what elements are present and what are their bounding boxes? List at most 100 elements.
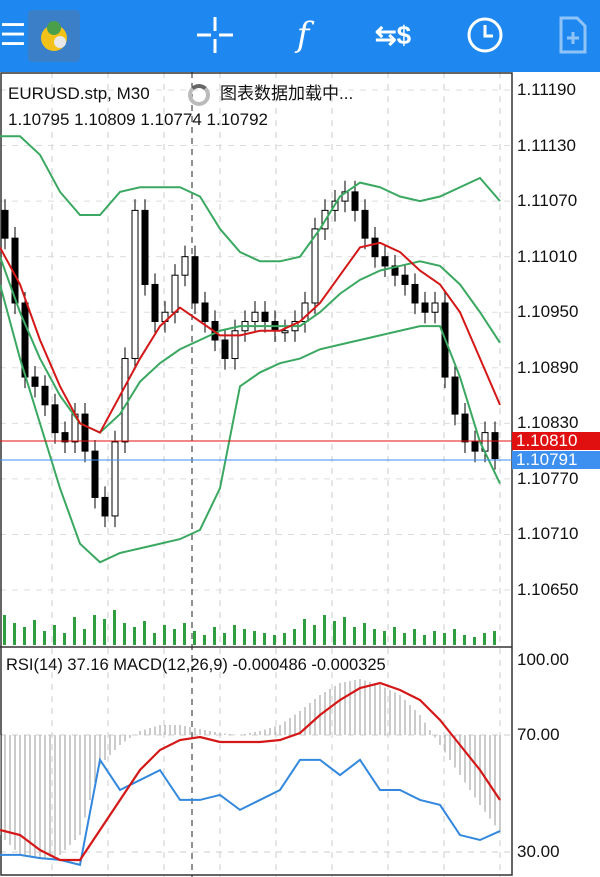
volume-bar: [63, 633, 66, 645]
candle-bear: [81, 413, 89, 452]
new-order-icon[interactable]: [548, 10, 598, 60]
volume-bar: [153, 633, 156, 645]
candle-bull: [171, 274, 179, 313]
candle-bull: [251, 311, 259, 323]
candle-bear: [61, 432, 69, 443]
candle-bear: [101, 496, 109, 517]
volume-bar: [453, 629, 456, 645]
volume-bar: [183, 623, 186, 645]
price-axis-label: 1.11130: [517, 135, 576, 155]
volume-bar: [23, 627, 26, 645]
rsi-line: [0, 757, 501, 867]
volume-bar: [323, 615, 326, 645]
volume-bar: [73, 617, 76, 645]
ohlc-values: 1.10795 1.10809 1.10774 1.10792: [8, 110, 268, 129]
price-axis-label: 1.10710: [517, 524, 579, 544]
candle-bear: [31, 376, 39, 387]
bollinger-upper-line: [0, 135, 501, 263]
candle-bear: [401, 274, 409, 285]
volume-bar: [133, 627, 136, 645]
macd-signal-line: [0, 681, 501, 862]
volume-bar: [293, 629, 296, 645]
price-axis-label: 1.10950: [517, 302, 579, 322]
chart-canvas[interactable]: [0, 72, 600, 877]
menu-icon[interactable]: ☰: [0, 18, 27, 52]
trade-icon[interactable]: ⇆$: [374, 19, 412, 50]
candle-bear: [491, 432, 499, 460]
volume-bar: [83, 629, 86, 645]
candle-bull: [311, 228, 319, 304]
candle-bear: [361, 209, 369, 239]
price-axis-label: 1.11190: [517, 80, 576, 99]
price-axis-label: 1.11010: [517, 246, 578, 266]
volume-bar: [193, 631, 196, 645]
osc-level-30: 30.00: [517, 842, 560, 861]
volume-bar: [143, 621, 146, 645]
volume-bar: [43, 631, 46, 645]
candle-bear: [221, 339, 229, 360]
loading-spinner-icon: [188, 84, 210, 106]
candle-bear: [191, 256, 199, 304]
volume-bar: [3, 615, 6, 645]
volume-bar: [33, 620, 36, 645]
candle-bear: [461, 413, 469, 443]
volume-bar: [163, 625, 166, 645]
volume-bar: [243, 629, 246, 645]
volume-bar: [53, 625, 56, 645]
candle-bear: [391, 265, 399, 276]
candle-bear: [41, 385, 49, 406]
loading-text: 图表数据加载中...: [220, 84, 354, 103]
candle-bear: [141, 209, 149, 285]
indicators-icon[interactable]: f: [296, 15, 310, 55]
candle-bull: [231, 330, 239, 360]
volume-bar: [463, 635, 466, 645]
volume-bar: [393, 627, 396, 645]
price-axis-label: 1.10830: [517, 413, 579, 433]
candle-bull: [111, 441, 119, 517]
timeframe-clock-icon[interactable]: [460, 10, 510, 60]
symbol-label: EURUSD.stp, M30: [8, 84, 150, 103]
volume-bar: [123, 623, 126, 645]
price-axis-label: 1.10770: [517, 468, 579, 488]
osc-level-70: 70.00: [517, 725, 560, 744]
candle-bull: [131, 209, 139, 360]
candle-bull: [431, 302, 439, 313]
candle-bear: [471, 441, 479, 452]
candle-bear: [381, 256, 389, 267]
crosshair-icon[interactable]: [190, 10, 240, 60]
candle-bull: [281, 330, 289, 334]
app-logo[interactable]: [28, 10, 80, 62]
volume-bar: [273, 635, 276, 645]
moving-average-line: [0, 241, 501, 434]
volume-bar: [493, 631, 496, 645]
candle-bear: [151, 283, 159, 323]
price-axis-label: 1.10890: [517, 357, 579, 377]
volume-bar: [443, 633, 446, 645]
volume-bar: [473, 637, 476, 645]
volume-bar: [263, 633, 266, 645]
candle-bear: [411, 283, 419, 304]
candle-bear: [91, 450, 99, 498]
volume-bar: [433, 631, 436, 645]
ask-price-tag: 1.10791: [512, 451, 600, 469]
volume-bar: [483, 633, 486, 645]
volume-bar: [403, 633, 406, 645]
volume-bar: [383, 631, 386, 645]
oscillator-label: RSI(14) 37.16 MACD(12,26,9) -0.000486 -0…: [6, 656, 386, 674]
volume-bar: [303, 619, 306, 645]
toolbar: ☰ f ⇆$: [0, 0, 600, 72]
volume-bar: [353, 627, 356, 645]
volume-bar: [173, 629, 176, 645]
volume-bar: [113, 610, 116, 645]
candle-bear: [421, 302, 429, 313]
candle-bear: [201, 302, 209, 322]
volume-bar: [233, 625, 236, 645]
candle-bear: [351, 191, 359, 211]
candle-bear: [261, 311, 269, 323]
price-chart[interactable]: EURUSD.stp, M30 图表数据加载中... 1.10795 1.108…: [0, 72, 600, 877]
volume-bar: [283, 633, 286, 645]
candle-bear: [1, 209, 9, 239]
candle-bull: [121, 358, 129, 443]
volume-bar: [253, 631, 256, 645]
volume-bar: [363, 623, 366, 645]
